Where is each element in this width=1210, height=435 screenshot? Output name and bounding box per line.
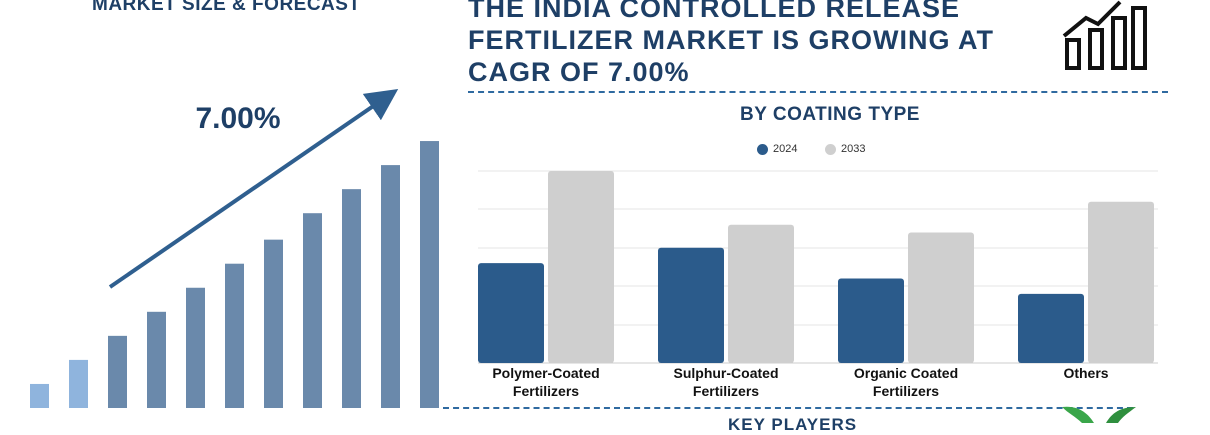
coating-bar-2033-1 [728,224,794,363]
divider-bottom [443,407,1133,409]
legend-label-2024: 2024 [773,143,798,155]
bar-chart-growth-icon [1062,0,1147,70]
coating-bar-2033-2 [908,232,974,363]
legend-item-2033: 2033 [825,143,865,155]
category-label-0: Polymer-Coated Fertilizers [492,365,600,399]
forecast-bar-2028 [264,239,283,408]
legend-swatch-2024 [757,143,768,155]
coating-bar-2024-0 [478,263,544,363]
coating-bar-2024-1 [658,247,724,363]
market-size-title: MARKET SIZE & FORECAST [92,0,361,15]
coating-bar-2024-2 [838,278,904,363]
legend-swatch-2033 [825,143,836,155]
headline: THE INDIA CONTROLLED RELEASE FERTILIZER … [468,0,1028,88]
forecast-bar-2027 [225,263,244,408]
forecast-bar-2032 [420,141,439,408]
category-label-3: Others [1063,365,1109,381]
coating-type-chart [478,170,1158,364]
forecast-bar-2025 [147,311,166,408]
coating-bar-2024-3 [1018,293,1084,363]
market-size-chart: 7.00% [30,88,439,408]
forecast-bar-2029 [303,213,322,408]
coating-bar-2033-0 [548,171,614,363]
forecast-bar-2030 [342,189,361,408]
category-label-1: Sulphur-Coated Fertilizers [673,365,779,399]
forecast-bar-2031 [381,165,400,408]
headline-line-1: THE INDIA CONTROLLED RELEASE [468,0,961,23]
category-label-2: Organic Coated Fertilizers [853,365,959,399]
forecast-bar-2024 [108,335,127,408]
growth-arrow [108,88,399,289]
coating-bar-2033-3 [1088,201,1154,363]
cagr-annotation: 7.00% [195,102,280,135]
segment-title: BY COATING TYPE [740,104,920,125]
leaf-logo-icon [1062,406,1136,423]
legend-item-2024: 2024 [757,143,797,155]
headline-line-3: CAGR OF 7.00% [468,57,690,87]
forecast-bar-2023 [69,359,88,408]
divider-top [468,91,1168,93]
legend-label-2033: 2033 [841,143,866,155]
headline-line-2: FERTILIZER MARKET IS GROWING AT [468,25,994,55]
forecast-bar-2022 [30,383,49,408]
key-players-heading: KEY PLAYERS [728,415,858,434]
forecast-bar-2026 [186,287,205,408]
